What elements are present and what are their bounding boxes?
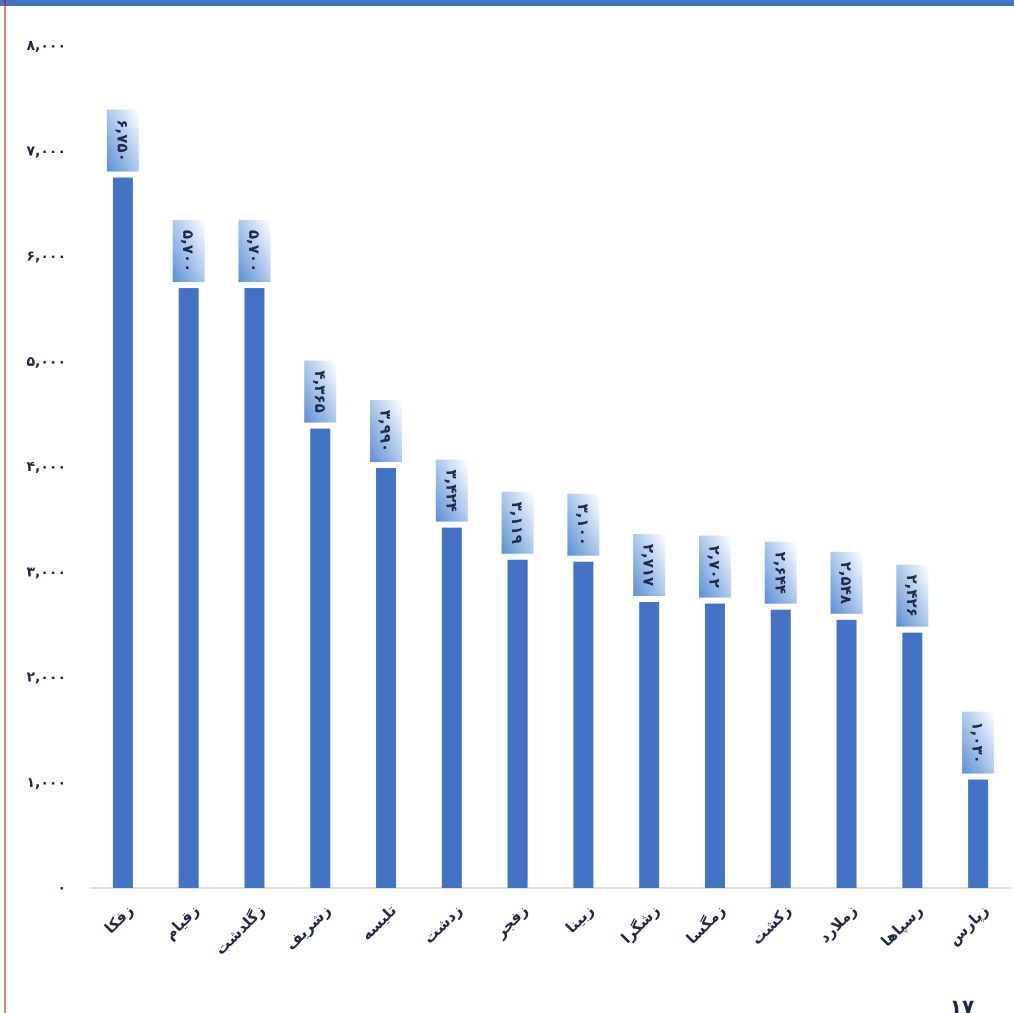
value-label-text: ۲,۶۴۴ — [771, 552, 789, 594]
value-label-text: ۳,۴۲۴ — [442, 469, 460, 511]
y-tick-label: ۸,۰۰۰ — [27, 38, 67, 54]
x-tick-label: زفکا — [101, 901, 137, 937]
bar — [112, 177, 133, 888]
x-tick-label: زشگرا — [618, 901, 664, 947]
value-label: ۳,۹۹۰ — [370, 400, 403, 463]
y-tick-label: ۶,۰۰۰ — [27, 249, 67, 265]
bar — [310, 428, 331, 888]
x-tick-label: زشریف — [282, 901, 334, 953]
value-label-text: ۱,۰۳۰ — [969, 721, 987, 763]
value-label-box — [304, 360, 337, 423]
value-label-box — [698, 535, 731, 598]
value-label: ۱,۰۳۰ — [962, 711, 995, 774]
value-label-text: ۲,۷۱۷ — [640, 544, 658, 586]
value-label-text: ۲,۵۴۸ — [837, 562, 855, 604]
x-tick-label: رسپاها — [877, 901, 927, 951]
y-tick-label: ۰ — [57, 880, 66, 896]
value-label-text: ۲,۷۰۲ — [705, 545, 723, 587]
y-tick-label: ۴,۰۰۰ — [27, 459, 67, 475]
value-label-text: ۴,۳۶۵ — [311, 370, 329, 412]
value-label-text: ۳,۱۱۹ — [508, 502, 526, 544]
bar — [244, 288, 265, 888]
bar — [178, 288, 199, 888]
value-label: ۲,۷۰۲ — [698, 535, 731, 598]
x-tick-label: زدشت — [420, 901, 466, 947]
x-tick-label: زفجر — [491, 901, 532, 942]
bar — [441, 527, 462, 888]
x-tick-label: زبینا — [562, 901, 597, 936]
x-tick-label: زقیام — [161, 901, 203, 943]
value-label-box — [106, 109, 139, 172]
value-label-box — [370, 400, 403, 463]
value-label: ۲,۵۴۸ — [830, 551, 863, 614]
value-label-text: ۳,۱۰۰ — [574, 504, 592, 546]
bar — [770, 609, 791, 888]
value-label-text: ۶,۷۵۰ — [113, 119, 131, 161]
bar — [902, 632, 923, 888]
bar — [836, 619, 857, 888]
bar — [639, 602, 660, 888]
y-tick-label: ۱,۰۰۰ — [27, 775, 67, 791]
value-label-text: ۲,۴۲۶ — [903, 574, 921, 616]
x-tick-label: زگلدشت — [211, 901, 268, 958]
x-tick-label: زپارس — [945, 901, 993, 949]
page-number: ۱۷ — [950, 995, 974, 1013]
value-label-box — [764, 541, 797, 604]
value-label: ۵,۷۰۰ — [172, 220, 205, 283]
value-label-box — [830, 551, 863, 614]
y-tick-label: ۲,۰۰۰ — [27, 670, 67, 686]
y-tick-label: ۵,۰۰۰ — [27, 354, 67, 370]
x-tick-label: تلیسه — [357, 901, 400, 944]
bar — [968, 779, 989, 888]
value-label: ۳,۱۱۹ — [501, 491, 534, 554]
value-label-box — [896, 564, 929, 627]
value-label-box — [501, 491, 534, 554]
value-label: ۴,۳۶۵ — [304, 360, 337, 423]
bar — [573, 561, 594, 888]
value-label-box — [172, 220, 205, 283]
bar — [704, 603, 725, 888]
y-tick-label: ۷,۰۰۰ — [27, 143, 67, 159]
value-label-box — [567, 493, 600, 556]
value-label-box — [962, 711, 995, 774]
value-label: ۲,۶۴۴ — [764, 541, 797, 604]
x-tick-label: زملارد — [816, 901, 861, 946]
value-label: ۲,۴۲۶ — [896, 564, 929, 627]
value-label: ۲,۷۱۷ — [633, 534, 666, 597]
y-tick-label: ۳,۰۰۰ — [27, 564, 67, 580]
top-strip — [0, 0, 1014, 6]
x-tick-label: زکشت — [748, 901, 795, 948]
value-label: ۵,۷۰۰ — [238, 220, 271, 283]
x-tick-label: زمگسا — [683, 901, 729, 947]
value-label-box — [238, 220, 271, 283]
value-label: ۶,۷۵۰ — [106, 109, 139, 172]
bar — [376, 468, 397, 888]
bar — [507, 559, 528, 888]
value-label-text: ۳,۹۹۰ — [377, 410, 395, 452]
value-label-text: ۵,۷۰۰ — [179, 230, 197, 272]
value-label: ۳,۱۰۰ — [567, 493, 600, 556]
value-label-box — [435, 459, 468, 522]
value-label-text: ۵,۷۰۰ — [245, 230, 263, 272]
value-label-box — [633, 534, 666, 597]
value-label: ۳,۴۲۴ — [435, 459, 468, 522]
